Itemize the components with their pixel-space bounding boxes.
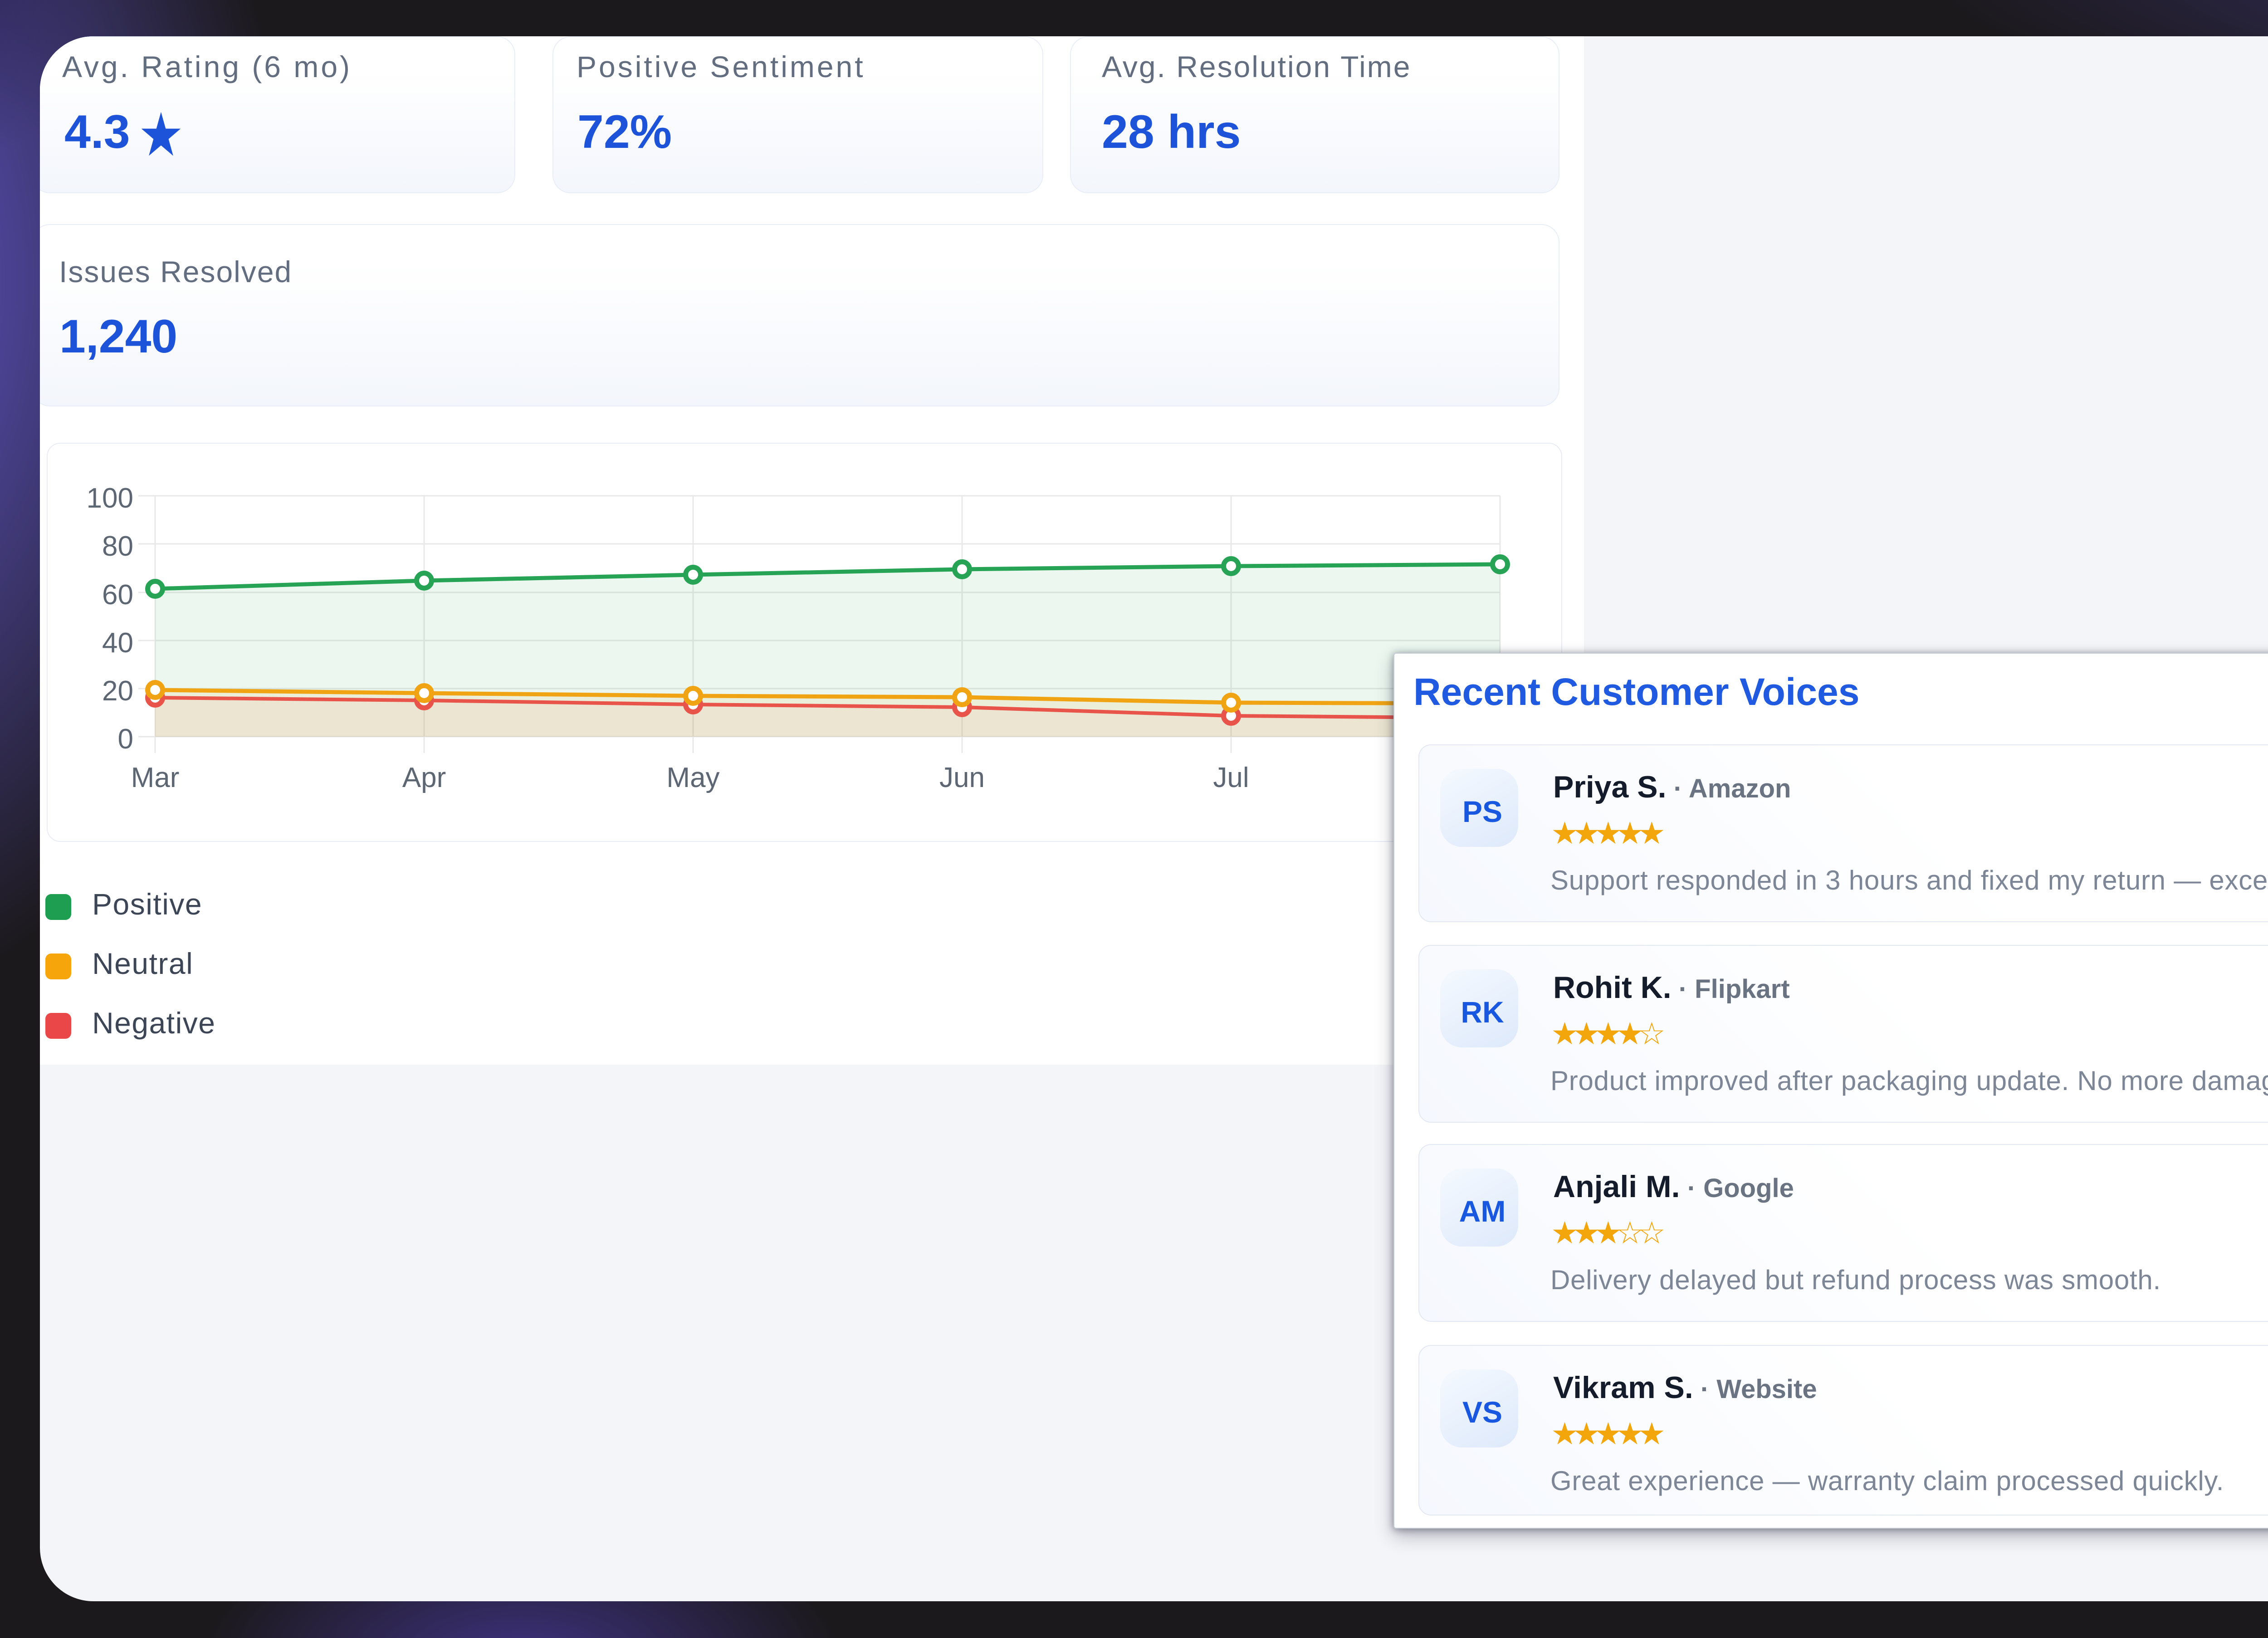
svg-text:Jul: Jul bbox=[1213, 762, 1249, 793]
svg-text:80: 80 bbox=[102, 531, 133, 562]
svg-text:0: 0 bbox=[118, 724, 133, 755]
svg-text:20: 20 bbox=[102, 675, 133, 707]
svg-text:Apr: Apr bbox=[402, 762, 446, 793]
svg-text:100: 100 bbox=[87, 483, 133, 514]
svg-text:Mar: Mar bbox=[131, 762, 180, 793]
svg-text:May: May bbox=[666, 762, 719, 793]
svg-text:60: 60 bbox=[102, 579, 133, 611]
svg-text:Jun: Jun bbox=[939, 762, 985, 793]
svg-text:40: 40 bbox=[102, 627, 133, 659]
